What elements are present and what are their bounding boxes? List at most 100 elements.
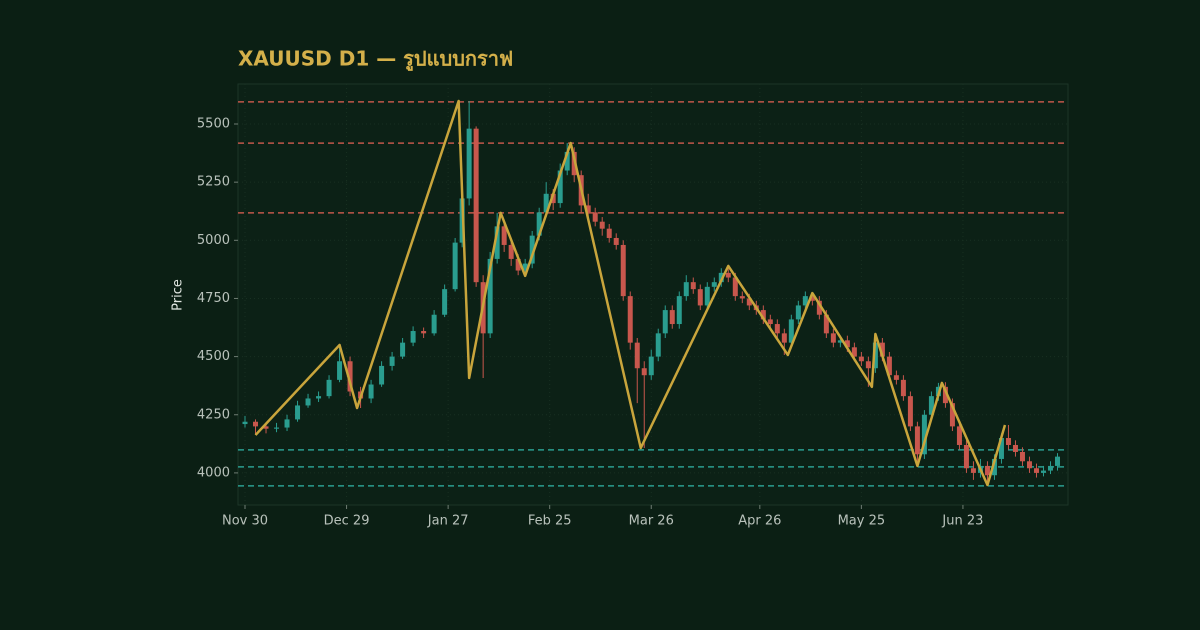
candle-body (442, 289, 448, 315)
y-tick-label: 4250 (197, 407, 230, 422)
candle-body (389, 356, 395, 366)
candle-body (781, 333, 787, 343)
candle-body (760, 310, 766, 320)
candle-body (830, 333, 836, 343)
zigzag-line (254, 99, 1007, 487)
x-tick-label: May 25 (838, 514, 886, 529)
candle-body (529, 235, 535, 264)
candle-body (865, 361, 871, 369)
x-tick-label: Apr 26 (738, 514, 781, 529)
candle-body (337, 361, 343, 380)
candle-body (1054, 456, 1060, 466)
candle-body (858, 356, 864, 362)
candle-body (872, 342, 878, 369)
candle-body (711, 282, 717, 287)
chart-title: XAUUSD D1 — รูปแบบกราฟ (238, 47, 513, 73)
y-tick-label: 5000 (197, 233, 230, 248)
candle-body (914, 426, 920, 455)
x-tick-label: Nov 30 (222, 514, 268, 529)
candle-body (627, 296, 633, 343)
candle-body (274, 427, 280, 429)
candle-body (613, 237, 619, 245)
candle-body (1033, 468, 1039, 473)
candle-body (1005, 438, 1011, 445)
candle-body (732, 277, 738, 297)
candle-body (508, 244, 514, 259)
candle-body (676, 296, 682, 325)
candle-body (655, 333, 661, 357)
candle-body (368, 384, 374, 399)
candle-body (648, 356, 654, 376)
candle-body (585, 205, 591, 213)
candle-body (942, 386, 948, 404)
candle-body (816, 300, 822, 315)
candle-body (295, 405, 301, 420)
candle-body (907, 396, 913, 427)
candle-body (316, 396, 322, 399)
candle-body (928, 396, 934, 415)
candle-body (522, 263, 528, 271)
candle-body (767, 319, 773, 325)
candle-body (900, 379, 906, 397)
candle-body (515, 258, 521, 271)
y-tick-label: 4500 (197, 349, 230, 364)
x-tick-label: Dec 29 (324, 514, 370, 529)
x-tick-label: Jun 23 (941, 514, 983, 529)
y-tick-label: 4000 (197, 465, 230, 480)
candle-body (795, 305, 801, 320)
candle-body (879, 342, 885, 357)
candle-body (550, 193, 556, 204)
candle-body (326, 379, 332, 397)
candle-body (998, 438, 1004, 459)
candle-body (421, 331, 427, 334)
candle-body (984, 465, 990, 476)
candle-body (466, 128, 472, 199)
candle-body (949, 403, 955, 427)
x-tick-label: Mar 26 (629, 514, 674, 529)
candle-body (452, 242, 458, 290)
candle-body (400, 342, 406, 357)
candle-body (956, 426, 962, 445)
candle-body (410, 331, 416, 343)
candle-body (599, 221, 605, 229)
candle-body (592, 212, 598, 222)
x-tick-label: Feb 25 (528, 514, 572, 529)
candle-body (704, 286, 710, 306)
candle-body (774, 324, 780, 334)
candle-body (1019, 451, 1025, 462)
y-axis-label: Price (171, 279, 186, 311)
candle-body (557, 170, 563, 204)
plot-area (237, 83, 1069, 506)
candle-body (263, 426, 269, 429)
candle-body (662, 310, 668, 334)
candle-body (641, 368, 647, 376)
candle-body (379, 365, 385, 385)
candle-body (921, 414, 927, 455)
candle-body (501, 226, 507, 245)
candle-body (697, 289, 703, 306)
candle-body (634, 342, 640, 369)
candle-body (347, 361, 353, 392)
candle-body (746, 298, 752, 306)
candle-body (284, 419, 290, 428)
y-tick-label: 5500 (197, 117, 230, 132)
candle-body (606, 228, 612, 238)
candle-body (536, 212, 542, 236)
candle-body (690, 282, 696, 290)
candle-body (1047, 465, 1053, 471)
candle-body (242, 421, 248, 425)
candle-body (494, 226, 500, 259)
candle-body (718, 272, 724, 283)
candle-body (893, 375, 899, 380)
candle-body (305, 398, 311, 406)
candle-body (620, 244, 626, 297)
candle-body (823, 314, 829, 334)
candle-body (543, 193, 549, 213)
candle-body (487, 258, 493, 334)
candle-body (739, 296, 745, 299)
candle-body (837, 340, 843, 343)
x-tick-label: Jan 27 (427, 514, 469, 529)
candle-body (851, 347, 857, 357)
candle-body (886, 356, 892, 376)
